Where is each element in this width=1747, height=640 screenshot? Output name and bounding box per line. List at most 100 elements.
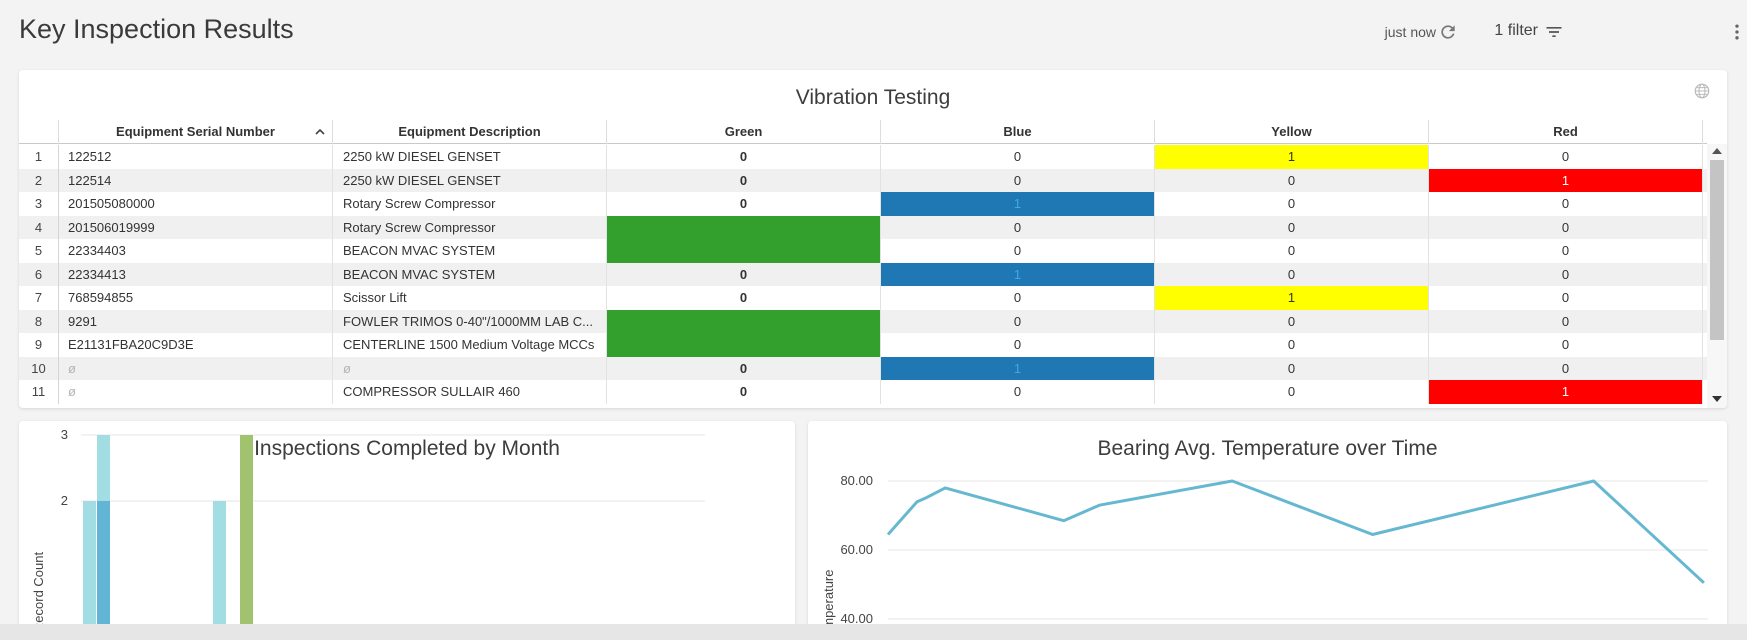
description-cell: 2250 kW DIESEL GENSET [333, 168, 607, 192]
table-body: 1 122512 2250 kW DIESEL GENSET 0 0 1 0 2 122514 2… [19, 145, 1707, 408]
table-row[interactable]: 7 768594855 Scissor Lift 0 0 1 0 [19, 286, 1707, 310]
description-cell: Scissor Lift [333, 286, 607, 310]
red-value-cell: 0 [1429, 239, 1703, 263]
green-value-cell [607, 309, 881, 333]
column-header-blue[interactable]: Blue [881, 120, 1155, 144]
description-cell: CENTERLINE 1500 Medium Voltage MCCs [333, 333, 607, 357]
yellow-value-cell: 0 [1155, 215, 1429, 239]
bar [83, 501, 96, 640]
dashboard-header: Key Inspection Results just now 1 filter [0, 0, 1747, 64]
yellow-value-cell: 0 [1155, 239, 1429, 263]
bar-chart-y-tick-label: 3 [61, 427, 68, 442]
table-row[interactable]: 2 122514 2250 kW DIESEL GENSET 0 0 0 1 [19, 168, 1707, 192]
row-number-cell: 6 [19, 262, 59, 286]
blue-value-cell: 1 [881, 192, 1155, 216]
serial-number-cell: 201505080000 [59, 192, 333, 216]
bottom-strip [0, 624, 1747, 640]
description-cell: 2250 kW DIESEL GENSET [333, 145, 607, 169]
table-row[interactable]: 11 ø COMPRESSOR SULLAIR 460 0 0 0 1 [19, 380, 1707, 404]
inspections-by-month-card: Inspections Completed by Month Record Co… [19, 421, 795, 640]
row-number-cell: 5 [19, 239, 59, 263]
column-header-label: Equipment Serial Number [116, 124, 275, 139]
red-value-cell: 0 [1429, 145, 1703, 169]
more-vertical-icon[interactable] [1727, 22, 1747, 42]
green-value-cell: 0 [607, 192, 881, 216]
row-number-cell: 10 [19, 356, 59, 380]
globe-icon[interactable] [1693, 82, 1711, 100]
blue-value-cell: 1 [881, 356, 1155, 380]
bar [240, 435, 253, 640]
green-value-cell: 0 [607, 168, 881, 192]
blue-value-cell: 1 [881, 262, 1155, 286]
red-value-cell: 0 [1429, 286, 1703, 310]
table-row[interactable]: 1 122512 2250 kW DIESEL GENSET 0 0 1 0 [19, 145, 1707, 169]
blue-value-cell: 0 [881, 286, 1155, 310]
column-header-description[interactable]: Equipment Description [333, 120, 607, 144]
green-value-cell [607, 239, 881, 263]
refresh-time: just now [1384, 24, 1436, 40]
scrollbar-thumb[interactable] [1710, 160, 1724, 340]
sort-ascending-icon[interactable] [314, 126, 326, 138]
yellow-value-cell: 0 [1155, 262, 1429, 286]
description-cell: ø [333, 356, 607, 380]
blue-value-cell: 0 [881, 239, 1155, 263]
yellow-value-cell: 0 [1155, 380, 1429, 404]
column-header-red[interactable]: Red [1429, 120, 1703, 144]
bearing-temperature-card: Bearing Avg. Temperature over Time Tempe… [808, 421, 1727, 640]
red-value-cell: 1 [1429, 168, 1703, 192]
scroll-down-arrow-icon[interactable] [1712, 396, 1722, 402]
yellow-value-cell: 0 [1155, 309, 1429, 333]
table-row[interactable]: 9 E21131FBA20C9D3E CENTERLINE 1500 Medium … [19, 333, 1707, 357]
table-row[interactable]: 5 22334403 BEACON MVAC SYSTEM 0 0 0 [19, 239, 1707, 263]
red-value-cell: 0 [1429, 356, 1703, 380]
serial-number-cell: 122512 [59, 145, 333, 169]
description-cell: BEACON MVAC SYSTEM [333, 239, 607, 263]
column-header-green[interactable]: Green [607, 120, 881, 144]
blue-value-cell: 0 [881, 168, 1155, 192]
blue-value-cell: 0 [881, 145, 1155, 169]
table-row[interactable]: 10 ø ø 0 1 0 0 [19, 356, 1707, 380]
description-cell: Rotary Screw Compressor [333, 215, 607, 239]
row-number-cell: 2 [19, 168, 59, 192]
filter-icon[interactable] [1544, 22, 1564, 42]
row-number-cell: 8 [19, 309, 59, 333]
red-value-cell: 0 [1429, 262, 1703, 286]
bar-chart: Record Count 3 2 [31, 427, 705, 640]
serial-number-cell: 122514 [59, 168, 333, 192]
serial-number-cell: ø [59, 380, 333, 404]
red-value-cell: 0 [1429, 333, 1703, 357]
line-chart-y-tick-label: 80.00 [840, 473, 873, 488]
green-value-cell [607, 333, 881, 357]
line-chart-title: Bearing Avg. Temperature over Time [1097, 437, 1438, 460]
table-row[interactable]: 8 9291 FOWLER TRIMOS 0-40"/1000MM LAB C...… [19, 309, 1707, 333]
vibration-testing-card: Vibration Testing Equipment Serial Numbe… [19, 70, 1727, 408]
table-row[interactable]: 4 201506019999 Rotary Screw Compressor 0 0 0 [19, 215, 1707, 239]
bar-chart-y-axis-label: Record Count [31, 552, 46, 633]
green-value-cell: 0 [607, 262, 881, 286]
column-header-yellow[interactable]: Yellow [1155, 120, 1429, 144]
row-number-cell: 9 [19, 333, 59, 357]
line-chart: Temperature 80.00 60.00 40.00 [821, 473, 1708, 640]
table-row[interactable]: 6 22334413 BEACON MVAC SYSTEM 0 1 0 0 [19, 262, 1707, 286]
column-header-serial[interactable]: Equipment Serial Number [59, 120, 333, 144]
yellow-value-cell: 1 [1155, 286, 1429, 310]
line-chart-y-axis-label: Temperature [821, 570, 836, 640]
green-value-cell: 0 [607, 356, 881, 380]
vibration-testing-title: Vibration Testing [795, 86, 951, 109]
serial-number-cell: ø [59, 356, 333, 380]
green-value-cell: 0 [607, 145, 881, 169]
filter-count-label[interactable]: 1 filter [1494, 22, 1538, 39]
red-value-cell: 1 [1429, 380, 1703, 404]
green-value-cell: 0 [607, 286, 881, 310]
blue-value-cell: 0 [881, 380, 1155, 404]
refresh-icon[interactable] [1438, 22, 1458, 42]
bar-chart-y-tick-label: 2 [61, 493, 68, 508]
bar-chart-title: Inspections Completed by Month [254, 437, 560, 460]
temperature-series-line [886, 479, 1705, 584]
row-number-cell: 7 [19, 286, 59, 310]
table-scrollbar[interactable] [1707, 144, 1727, 408]
table-row[interactable]: 3 201505080000 Rotary Screw Compressor 0 1 0 0 [19, 192, 1707, 216]
scroll-up-arrow-icon[interactable] [1712, 148, 1722, 154]
bar [97, 501, 110, 640]
description-cell: BEACON MVAC SYSTEM [333, 262, 607, 286]
